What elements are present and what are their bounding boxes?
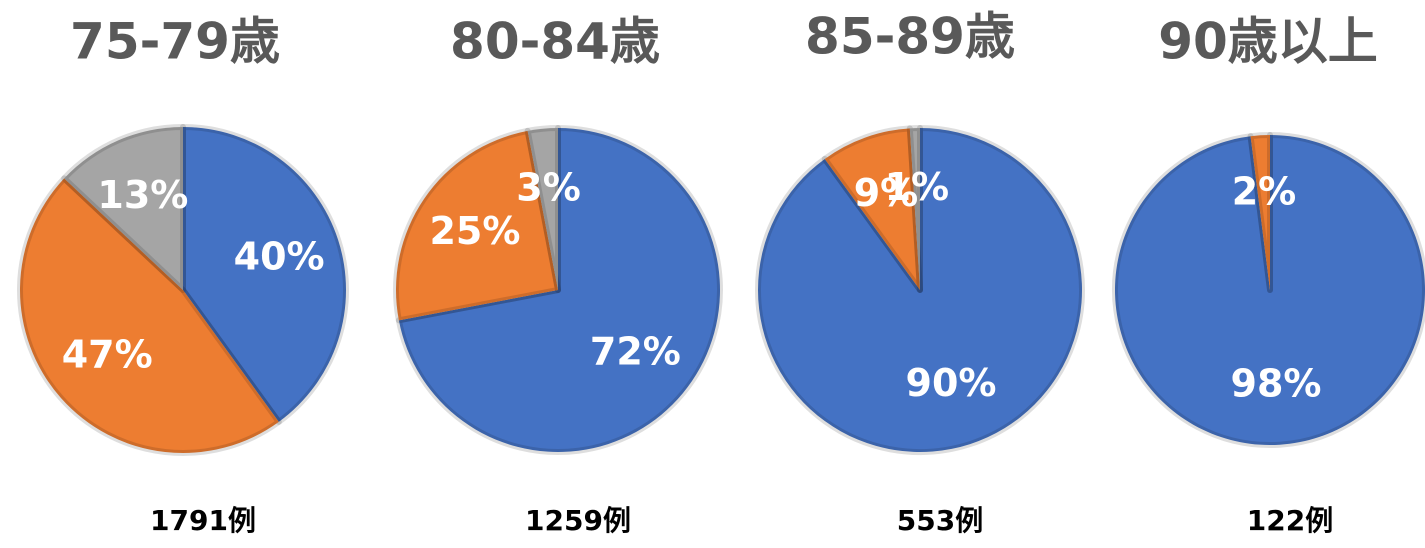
data-label: 25% [429,209,520,253]
data-label: 72% [590,330,681,374]
case-count: 122例 [1247,504,1333,537]
data-label: 13% [97,173,188,217]
pie-slice [17,175,282,456]
data-label: 2% [1232,170,1297,214]
data-label: 40% [234,234,325,278]
pie-slice [1247,132,1273,293]
pie-slice [524,125,561,293]
case-count: 553例 [897,504,983,537]
chart-title: 80-84歳 [450,13,660,71]
pie-slice [906,125,923,293]
case-count: 1791例 [150,504,256,537]
data-label: 1% [885,165,950,209]
data-label: 9% [854,171,919,215]
pie-slice [821,125,923,293]
pie-slice [395,125,723,455]
data-label: 47% [62,332,153,376]
pie-slice [1112,132,1425,448]
data-label: 98% [1231,361,1322,405]
chart-title: 75-79歳 [70,13,280,71]
pie-slice [180,124,349,425]
pie-slice [393,127,561,324]
chart-title: 90歳以上 [1158,13,1378,71]
data-label: 90% [906,361,997,405]
pie-slice [61,124,186,293]
pie-slice [755,125,1085,455]
chart-title: 85-89歳 [805,8,1015,66]
case-count: 1259例 [525,504,631,537]
data-label: 3% [516,166,581,210]
